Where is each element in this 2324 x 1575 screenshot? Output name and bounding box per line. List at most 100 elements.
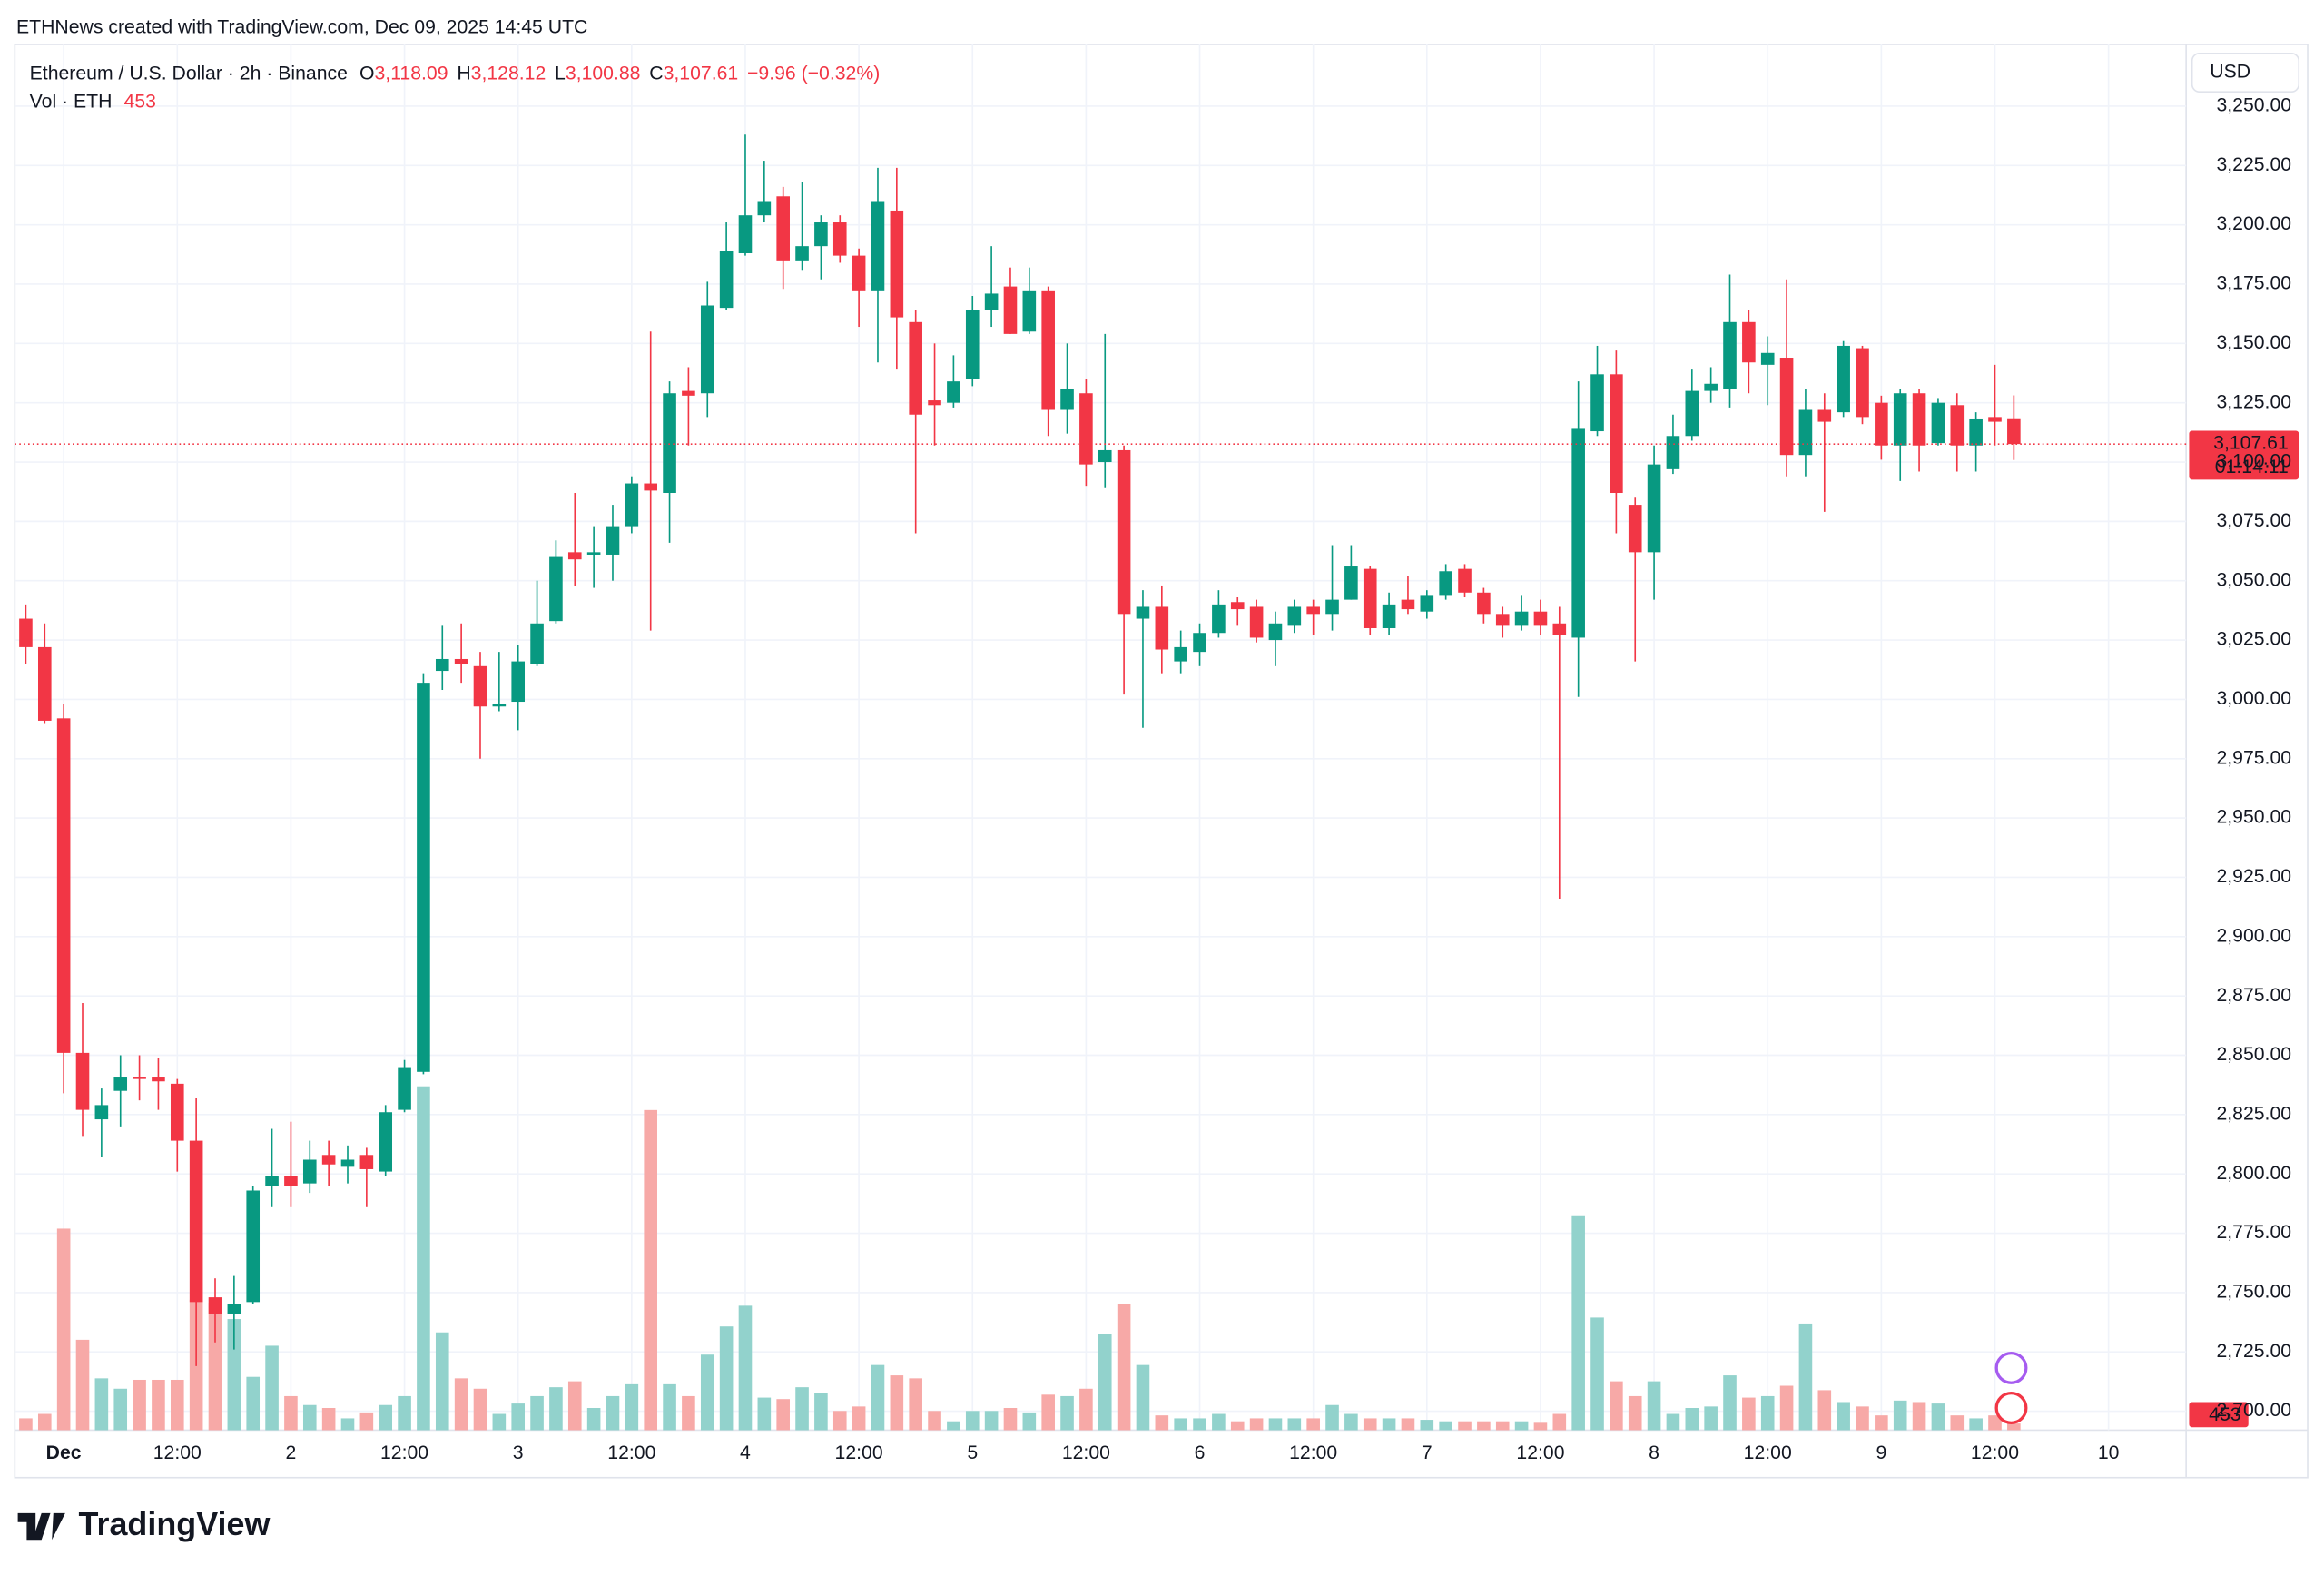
- volume-bar: [1647, 1381, 1661, 1431]
- candle-body: [454, 658, 468, 664]
- candle-body: [1590, 374, 1604, 432]
- candle-body: [340, 1159, 355, 1167]
- candle-body: [947, 381, 960, 403]
- candle-body: [56, 718, 71, 1053]
- candle-body: [1458, 568, 1472, 593]
- volume-bar: [1401, 1418, 1415, 1431]
- volume-bar: [1060, 1395, 1074, 1431]
- volume-bar: [1837, 1402, 1850, 1431]
- logo-mark: [17, 1512, 65, 1541]
- candle-body: [1079, 393, 1093, 465]
- volume-bar: [1742, 1397, 1756, 1431]
- candle-body: [1969, 418, 1983, 446]
- volume-bar: [1666, 1413, 1680, 1431]
- overlay-layer: 3,107.61 01:14:11 453: [15, 430, 2299, 1428]
- candle-body: [1420, 595, 1434, 612]
- volume-bar: [1079, 1388, 1093, 1431]
- candle-body: [284, 1176, 298, 1186]
- volume-bar: [1610, 1381, 1623, 1431]
- volume-bar: [56, 1228, 71, 1431]
- x-tick-label: 2: [286, 1442, 297, 1463]
- candle-body: [965, 310, 980, 379]
- candle-body: [1552, 623, 1567, 635]
- candle-body: [1817, 409, 1832, 422]
- volume-bar: [928, 1411, 941, 1431]
- logo: TradingView: [17, 1505, 270, 1542]
- volume-bar: [133, 1379, 146, 1431]
- y-tick-label: 2,750.00: [2216, 1281, 2291, 1302]
- volume-bar: [492, 1413, 507, 1431]
- y-tick-label: 2,975.00: [2216, 747, 2291, 768]
- volume-bar: [284, 1395, 298, 1431]
- candle-body: [719, 251, 734, 309]
- candle-body: [1628, 505, 1642, 553]
- candle-body: [625, 483, 639, 527]
- candle-body: [417, 683, 430, 1072]
- ohlc-key: L: [555, 63, 566, 84]
- candle-body: [208, 1297, 222, 1314]
- news-icons[interactable]: [1994, 1351, 2028, 1424]
- volume-bar: [1155, 1415, 1169, 1431]
- currency-box[interactable]: [2191, 52, 2300, 94]
- y-tick-label: 3,025.00: [2216, 629, 2291, 650]
- x-tick-label: 12:00: [835, 1442, 883, 1463]
- volume-bar: [965, 1411, 980, 1431]
- y-tick-label: 2,850.00: [2216, 1044, 2291, 1065]
- volume-bar: [1136, 1364, 1150, 1431]
- candle-body: [265, 1176, 279, 1186]
- candle-body: [1193, 633, 1206, 653]
- candle-body: [1856, 348, 1869, 418]
- ohlc-value: 3,118.09: [375, 63, 448, 84]
- volume-bar: [644, 1109, 657, 1431]
- volume-bar: [1363, 1418, 1377, 1431]
- candle-body: [852, 255, 866, 291]
- candle-body: [1685, 390, 1699, 437]
- candle-body: [1117, 449, 1131, 615]
- currency: USD: [2210, 62, 2250, 83]
- ohlc-key: H: [457, 63, 470, 84]
- volume-bar: [1704, 1406, 1718, 1431]
- volume-bar: [1893, 1400, 1907, 1431]
- volume-bar: [549, 1387, 563, 1431]
- volume-bar: [321, 1408, 336, 1431]
- y-tick-label: 2,875.00: [2216, 985, 2291, 1006]
- volume-bar: [1590, 1317, 1604, 1431]
- candle-layer: [19, 134, 2021, 1366]
- y-tick-label: 3,150.00: [2216, 332, 2291, 353]
- volume-bar: [1306, 1418, 1320, 1431]
- volume-bar: [19, 1418, 33, 1431]
- ohlc-key: C: [649, 63, 663, 84]
- y-tick-label: 2,725.00: [2216, 1341, 2291, 1362]
- candle-body: [682, 390, 695, 396]
- volume-bar: [1212, 1413, 1226, 1431]
- y-tick-label: 3,125.00: [2216, 391, 2291, 412]
- x-tick-label: 3: [513, 1442, 524, 1463]
- volume-bar: [37, 1413, 52, 1431]
- candle-body: [1931, 402, 1945, 444]
- candle-body: [511, 661, 526, 703]
- last-price-tag: [2189, 430, 2299, 480]
- candle-body: [1950, 405, 1965, 446]
- candle-body: [1363, 568, 1377, 628]
- candle-body: [549, 556, 563, 622]
- volume-bar: [1193, 1418, 1206, 1431]
- volume-bar: [1969, 1418, 1983, 1431]
- volume-bar: [586, 1408, 601, 1431]
- volume-bar: [738, 1305, 753, 1431]
- icon[interactable]: [1994, 1392, 2028, 1424]
- volume-bar: [1287, 1418, 1302, 1431]
- candle-body: [984, 293, 999, 310]
- candle-body: [379, 1112, 393, 1172]
- volume-bar: [398, 1395, 411, 1431]
- y-tick-label: 3,200.00: [2216, 213, 2291, 234]
- candle-body: [700, 305, 714, 394]
- candle-body: [567, 552, 582, 560]
- candle-body: [1212, 604, 1226, 634]
- candle-body: [94, 1105, 109, 1120]
- icon[interactable]: [1994, 1351, 2028, 1384]
- volume-bar: [1041, 1394, 1055, 1431]
- volume-bar: [1420, 1420, 1434, 1431]
- x-tick-label: 6: [1195, 1442, 1206, 1463]
- candle-body: [1666, 436, 1680, 469]
